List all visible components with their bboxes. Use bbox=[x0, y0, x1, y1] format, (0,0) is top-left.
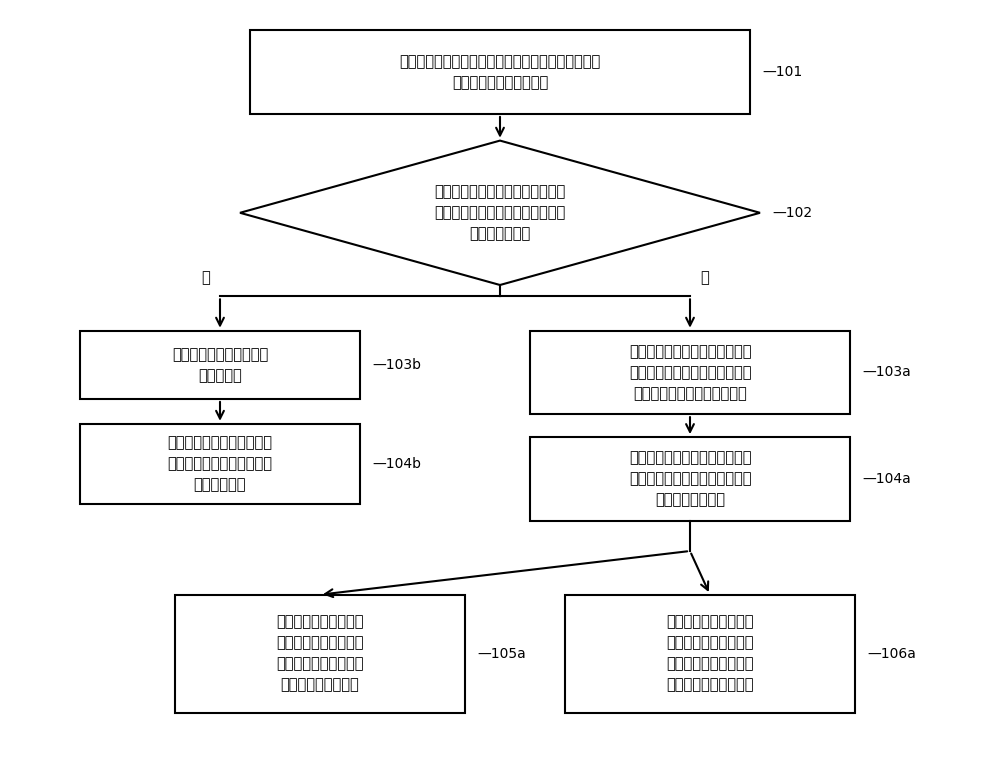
Text: —104a: —104a bbox=[862, 472, 911, 486]
Text: 交换节点对该消息进行解析，判断
该消息是否为第一节点向第二节点
发送的心跳请求: 交换节点对该消息进行解析，判断 该消息是否为第一节点向第二节点 发送的心跳请求 bbox=[434, 185, 566, 242]
Text: 若第一时刻与第二时刻
之间差值的绝对值小于
阈值，则交换节点向第
一节点发送心跳响应: 若第一时刻与第二时刻 之间差值的绝对值小于 阈值，则交换节点向第 一节点发送心跳… bbox=[276, 615, 364, 692]
Bar bbox=[565, 594, 855, 713]
Text: —104b: —104b bbox=[372, 457, 421, 470]
Bar bbox=[80, 424, 360, 504]
Text: 交换节点记录接收该心跳请求的
第一时刻，该心跳请求包括第一
节点的标识和第二节点的标识: 交换节点记录接收该心跳请求的 第一时刻，该心跳请求包括第一 节点的标识和第二节点… bbox=[629, 344, 751, 401]
Text: 交换节点在缓存信息中查询交换
节点最近一次接收到第二节点发
送消息的第二时刻: 交换节点在缓存信息中查询交换 节点最近一次接收到第二节点发 送消息的第二时刻 bbox=[629, 450, 751, 508]
Bar bbox=[175, 594, 465, 713]
Text: —103a: —103a bbox=[862, 366, 911, 379]
Text: —106a: —106a bbox=[867, 647, 916, 660]
Text: 交换节点记录接收该消息
的第三时刻: 交换节点记录接收该消息 的第三时刻 bbox=[172, 347, 268, 383]
Text: —101: —101 bbox=[762, 65, 802, 79]
Bar bbox=[250, 30, 750, 114]
Polygon shape bbox=[240, 141, 760, 285]
Text: —103b: —103b bbox=[372, 358, 421, 372]
Bar bbox=[80, 331, 360, 399]
Bar bbox=[530, 437, 850, 521]
Text: —102: —102 bbox=[772, 206, 812, 220]
Text: 交换节点接收第一节点向第二节点发送的消息，该消
息携带有第一节点的标识: 交换节点接收第一节点向第二节点发送的消息，该消 息携带有第一节点的标识 bbox=[399, 54, 601, 90]
Text: 若第一时刻与第二时刻
之间差值的绝对值大于
阈值，则交换节点将心
跳请求转发至第二节点: 若第一时刻与第二时刻 之间差值的绝对值大于 阈值，则交换节点将心 跳请求转发至第… bbox=[666, 615, 754, 692]
Text: 是: 是 bbox=[700, 270, 709, 285]
Bar bbox=[530, 331, 850, 414]
Text: 否: 否 bbox=[201, 270, 210, 285]
Text: —105a: —105a bbox=[477, 647, 526, 660]
Text: 交换节点将第一节点的标识
与第三时刻的对应关系存储
至缓存信息中: 交换节点将第一节点的标识 与第三时刻的对应关系存储 至缓存信息中 bbox=[168, 435, 272, 492]
